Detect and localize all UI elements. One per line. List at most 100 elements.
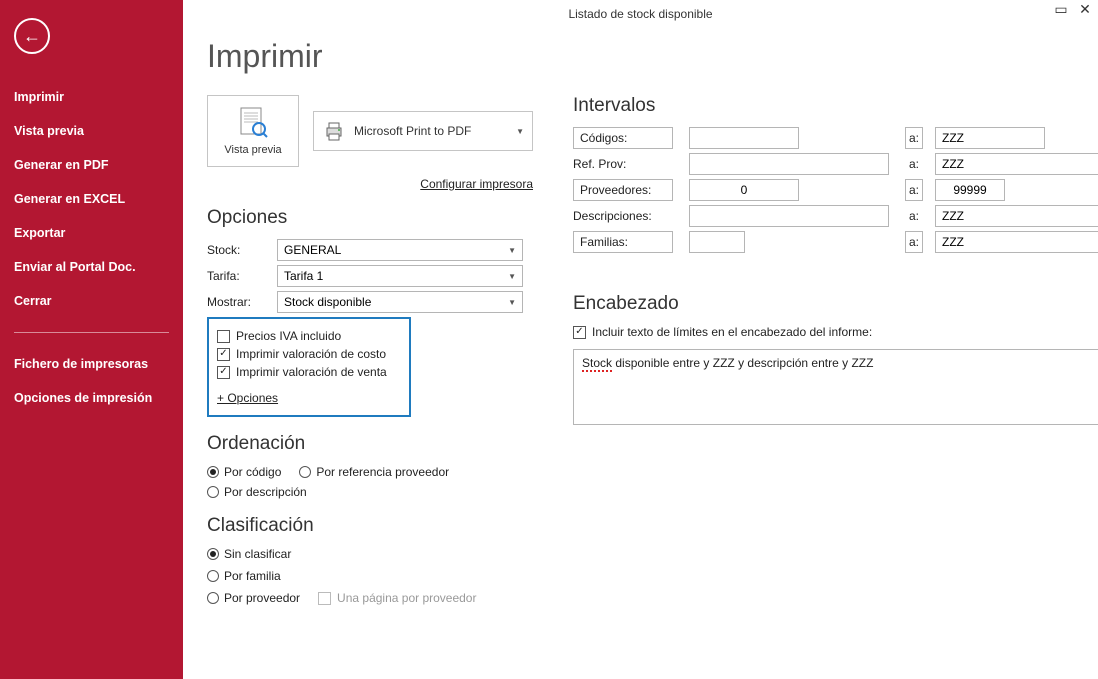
encabezado-textarea[interactable]: Stock disponible entre y ZZZ y descripci…: [573, 349, 1098, 425]
intervalo-from-input[interactable]: [689, 127, 799, 149]
radio-sin-clasificar[interactable]: Sin clasificar: [207, 547, 533, 561]
check-precios-iva-label: Precios IVA incluido: [236, 329, 341, 343]
radio-por-proveedor[interactable]: Por proveedor: [207, 591, 300, 605]
check-incluir-texto-limites[interactable]: ✓ Incluir texto de límites en el encabez…: [573, 325, 1098, 339]
sidebar: ← Imprimir Vista previa Generar en PDF G…: [0, 0, 183, 679]
radio-icon: [299, 466, 311, 478]
mostrar-value: Stock disponible: [284, 295, 371, 309]
configure-printer-link[interactable]: Configurar impresora: [207, 177, 533, 191]
intervalo-from-input[interactable]: [689, 179, 799, 201]
intervalo-from-input[interactable]: [689, 205, 889, 227]
window-title: Listado de stock disponible: [568, 7, 712, 21]
intervalo-to-input[interactable]: [935, 205, 1098, 227]
opciones-title: Opciones: [207, 207, 533, 229]
intervalo-from-input[interactable]: [689, 153, 889, 175]
radio-icon: [207, 592, 219, 604]
stock-label: Stock:: [207, 243, 277, 257]
checkbox-icon: ✓: [573, 326, 586, 339]
intervalo-label: Familias:: [573, 231, 673, 253]
radio-por-codigo[interactable]: Por código: [207, 465, 281, 479]
encabezado-title: Encabezado: [573, 293, 1098, 315]
intervalo-to-input[interactable]: [935, 127, 1045, 149]
back-arrow-icon: ←: [23, 27, 41, 45]
chevron-down-icon: ▼: [508, 272, 516, 281]
stock-value: GENERAL: [284, 243, 341, 257]
checkbox-icon: ✓: [217, 366, 230, 379]
intervalo-a-label: a:: [905, 231, 923, 253]
encabezado-text-rest: disponible entre y ZZZ y descripción ent…: [612, 356, 873, 370]
radio-por-familia-label: Por familia: [224, 569, 281, 583]
intervalo-a-label: a:: [905, 179, 923, 201]
chevron-down-icon: ▼: [508, 298, 516, 307]
ordenacion-title: Ordenación: [207, 433, 533, 455]
radio-por-codigo-label: Por código: [224, 465, 281, 479]
sidebar-item-generar-pdf[interactable]: Generar en PDF: [14, 148, 169, 182]
sidebar-item-vista-previa[interactable]: Vista previa: [14, 114, 169, 148]
radio-sin-clasificar-label: Sin clasificar: [224, 547, 291, 561]
radio-por-ref-proveedor-label: Por referencia proveedor: [316, 465, 449, 479]
mostrar-label: Mostrar:: [207, 295, 277, 309]
check-valoracion-costo[interactable]: ✓ Imprimir valoración de costo: [217, 347, 401, 361]
intervalo-to-input[interactable]: [935, 153, 1098, 175]
chevron-down-icon: ▼: [516, 127, 524, 136]
check-valoracion-venta-label: Imprimir valoración de venta: [236, 365, 387, 379]
intervalo-row: Ref. Prov: a:: [573, 153, 1098, 175]
intervalo-to-input[interactable]: [935, 231, 1098, 253]
maximize-button[interactable]: ▭: [1054, 2, 1068, 16]
sidebar-separator: [14, 332, 169, 333]
radio-por-descripcion-label: Por descripción: [224, 485, 307, 499]
intervalo-label: Descripciones:: [573, 209, 673, 223]
tarifa-label: Tarifa:: [207, 269, 277, 283]
more-options-link[interactable]: + Opciones: [217, 391, 278, 405]
sidebar-item-cerrar[interactable]: Cerrar: [14, 284, 169, 318]
intervalo-a-label: a:: [905, 127, 923, 149]
intervalo-label: Proveedores:: [573, 179, 673, 201]
intervalo-label: Códigos:: [573, 127, 673, 149]
document-preview-icon: [236, 106, 270, 140]
tarifa-select[interactable]: Tarifa 1 ▼: [277, 265, 523, 287]
opciones-highlight-box: Precios IVA incluido ✓ Imprimir valoraci…: [207, 317, 411, 417]
check-precios-iva[interactable]: Precios IVA incluido: [217, 329, 401, 343]
radio-icon: [207, 486, 219, 498]
checkbox-icon: [217, 330, 230, 343]
sidebar-item-exportar[interactable]: Exportar: [14, 216, 169, 250]
main-content: Imprimir Vista previa: [183, 28, 1098, 679]
intervalo-a-label: a:: [905, 209, 923, 223]
intervalo-row: Descripciones: a:: [573, 205, 1098, 227]
window-titlebar: Listado de stock disponible ▭ ✕: [183, 0, 1098, 28]
close-button[interactable]: ✕: [1078, 2, 1092, 16]
preview-button[interactable]: Vista previa: [207, 95, 299, 167]
stock-select[interactable]: GENERAL ▼: [277, 239, 523, 261]
sidebar-item-generar-excel[interactable]: Generar en EXCEL: [14, 182, 169, 216]
radio-por-ref-proveedor[interactable]: Por referencia proveedor: [299, 465, 449, 479]
clasificacion-title: Clasificación: [207, 515, 533, 537]
mostrar-select[interactable]: Stock disponible ▼: [277, 291, 523, 313]
intervalo-row: Códigos: a:: [573, 127, 1098, 149]
back-button[interactable]: ←: [14, 18, 50, 54]
radio-por-familia[interactable]: Por familia: [207, 569, 533, 583]
sidebar-item-enviar-portal[interactable]: Enviar al Portal Doc.: [14, 250, 169, 284]
radio-icon: [207, 466, 219, 478]
tarifa-value: Tarifa 1: [284, 269, 323, 283]
chevron-down-icon: ▼: [508, 246, 516, 255]
intervalo-to-input[interactable]: [935, 179, 1005, 201]
intervalo-label: Ref. Prov:: [573, 157, 673, 171]
check-una-pagina-proveedor-label: Una página por proveedor: [337, 591, 476, 605]
check-valoracion-venta[interactable]: ✓ Imprimir valoración de venta: [217, 365, 401, 379]
sidebar-item-opciones-impresion[interactable]: Opciones de impresión: [14, 381, 169, 415]
printer-select[interactable]: Microsoft Print to PDF ▼: [313, 111, 533, 151]
sidebar-item-imprimir[interactable]: Imprimir: [14, 80, 169, 114]
intervalo-a-label: a:: [905, 157, 923, 171]
printer-name: Microsoft Print to PDF: [354, 124, 471, 138]
intervalo-row: Familias: a:: [573, 231, 1098, 253]
intervalo-row: Proveedores: a:: [573, 179, 1098, 201]
radio-por-proveedor-label: Por proveedor: [224, 591, 300, 605]
intervalo-from-input[interactable]: [689, 231, 745, 253]
sidebar-item-fichero-impresoras[interactable]: Fichero de impresoras: [14, 347, 169, 381]
radio-icon: [207, 570, 219, 582]
check-una-pagina-proveedor: Una página por proveedor: [318, 591, 476, 605]
intervalos-title: Intervalos: [573, 95, 1098, 117]
check-valoracion-costo-label: Imprimir valoración de costo: [236, 347, 386, 361]
radio-por-descripcion[interactable]: Por descripción: [207, 485, 307, 499]
checkbox-icon: ✓: [217, 348, 230, 361]
